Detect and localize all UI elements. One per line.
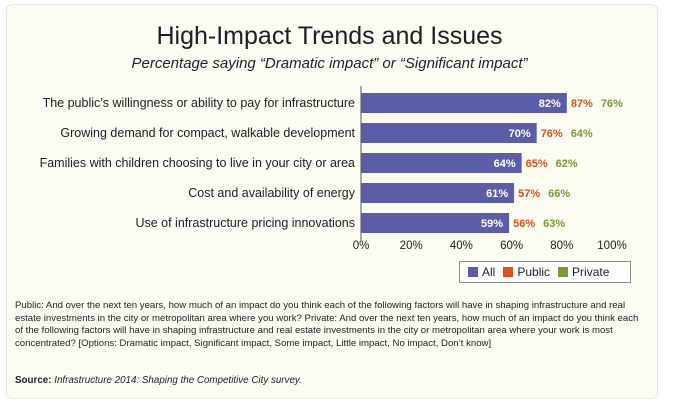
legend-swatch-private (558, 267, 569, 277)
legend-label-private: Private (572, 265, 610, 279)
chart-panel (6, 4, 658, 399)
bar-all (361, 213, 510, 233)
x-tick-label: 40% (450, 240, 473, 252)
data-label-private: 76% (601, 98, 623, 110)
category-label: Growing demand for compact, walkable dev… (60, 126, 355, 140)
legend-label-all: All (482, 265, 496, 279)
data-label-all: 82% (539, 98, 561, 110)
bar-chart: The public’s willingness or ability to p… (40, 86, 627, 252)
data-label-private: 64% (571, 128, 593, 140)
data-label-public: 76% (541, 128, 563, 140)
bar-all (361, 93, 567, 113)
x-tick-label: 20% (400, 240, 423, 252)
legend-swatch-public (503, 267, 514, 277)
chart-subtitle: Percentage saying “Dramatic impact” or “… (131, 55, 528, 72)
data-label-public: 57% (518, 188, 540, 200)
bar-all (361, 153, 522, 173)
category-label: Cost and availability of energy (188, 186, 356, 200)
x-tick-label: 100% (597, 240, 626, 252)
data-label-public: 65% (526, 158, 548, 170)
x-tick-label: 80% (550, 240, 573, 252)
footnote: Public: And over the next ten years, how… (15, 300, 639, 350)
source-text: Infrastructure 2014: Shaping the Competi… (54, 375, 302, 386)
legend-item-public: Public (503, 265, 550, 279)
data-label-all: 70% (509, 128, 531, 140)
source-line: Source: Infrastructure 2014: Shaping the… (15, 375, 647, 386)
data-label-all: 64% (494, 158, 516, 170)
x-tick-label: 0% (353, 240, 370, 252)
data-label-private: 63% (543, 218, 565, 230)
data-label-private: 66% (548, 188, 570, 200)
data-label-public: 87% (571, 98, 593, 110)
data-label-all: 59% (481, 218, 503, 230)
data-label-all: 61% (486, 188, 508, 200)
legend-label-public: Public (517, 265, 551, 279)
x-tick-label: 60% (500, 240, 523, 252)
data-label-private: 62% (556, 158, 578, 170)
chart-legend: All Public Private (459, 261, 631, 283)
source-label: Source: (15, 375, 52, 386)
legend-item-private: Private (558, 265, 609, 279)
legend-item-all: All (468, 265, 495, 279)
bar-all (361, 183, 515, 203)
category-label: The public’s willingness or ability to p… (43, 96, 355, 110)
category-label: Families with children choosing to live … (40, 156, 355, 170)
chart-title: High-Impact Trends and Issues (156, 22, 503, 50)
bar-all (361, 123, 537, 143)
legend-swatch-all (468, 267, 478, 277)
category-label: Use of infrastructure pricing innovation… (135, 216, 355, 230)
data-label-public: 56% (513, 218, 535, 230)
